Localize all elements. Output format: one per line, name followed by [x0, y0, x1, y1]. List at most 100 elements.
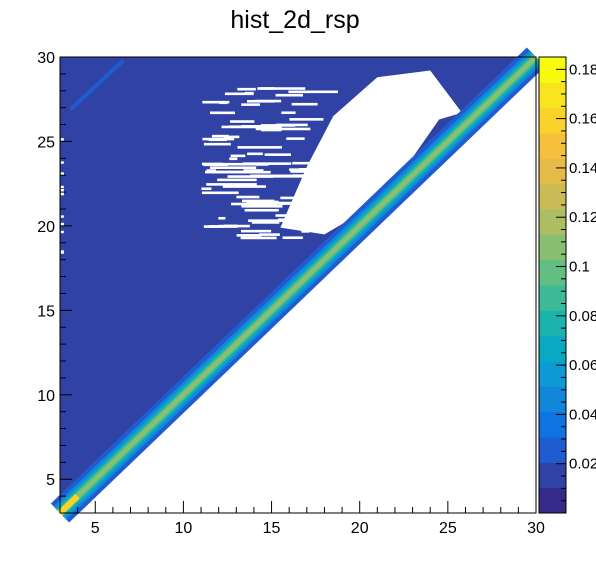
colorbar-bin — [539, 183, 566, 210]
empty-cell — [291, 102, 318, 106]
empty-cell — [60, 215, 64, 218]
empty-cell — [254, 99, 282, 103]
empty-cell — [60, 222, 64, 226]
empty-cell — [240, 236, 277, 240]
faint-streak — [69, 58, 125, 111]
x-axis: 5 10 15 20 25 30 — [59, 501, 545, 537]
empty-cell — [202, 100, 230, 104]
empty-cell — [291, 174, 328, 177]
x-tick-label: 25 — [439, 520, 457, 537]
empty-cell — [275, 123, 308, 127]
empty-cell — [206, 183, 257, 186]
empty-cell — [241, 229, 272, 233]
empty-cell — [60, 185, 64, 189]
empty-cell — [229, 157, 238, 161]
empty-cell — [242, 162, 292, 165]
empty-cell — [210, 111, 236, 115]
x-tick-label: 10 — [175, 520, 193, 537]
empty-cell — [242, 199, 275, 203]
colorbar-label: 0.06 — [569, 357, 596, 374]
empty-cell — [255, 127, 311, 131]
x-tick-label: 30 — [527, 520, 545, 537]
empty-cell — [237, 146, 283, 149]
empty-cell — [251, 221, 280, 224]
response-ridge — [50, 47, 546, 523]
x-tick-label: 15 — [263, 520, 281, 537]
colorbar-bin — [539, 133, 566, 159]
colorbar-bin — [539, 82, 566, 109]
empty-cell — [301, 230, 310, 233]
plot-frame — [59, 56, 537, 514]
y-tick-label: 30 — [37, 50, 55, 67]
empty-cell — [288, 90, 338, 94]
empty-cell — [241, 203, 250, 207]
empty-cell — [223, 224, 238, 228]
empty-cell — [244, 91, 254, 95]
y-tick-label: 15 — [37, 303, 55, 320]
colorbar-frame — [538, 56, 567, 514]
colorbar-label: 0.16 — [569, 111, 596, 128]
colorbar: 0.02 0.04 0.06 0.08 0.1 0.12 0.14 0.16 0.18 — [538, 56, 596, 514]
colorbar-bin — [539, 437, 566, 463]
empty-cell — [275, 93, 303, 97]
empty-cell — [208, 138, 227, 142]
empty-cell — [241, 124, 276, 128]
empty-cell — [208, 225, 226, 228]
colorbar-bin — [539, 57, 566, 83]
chart-title: hist_2d_rsp — [230, 6, 359, 34]
empty-cell — [236, 195, 260, 199]
empty-cell — [250, 174, 292, 178]
y-tick-label: 5 — [46, 472, 55, 489]
empty-cell — [299, 168, 350, 171]
empty-cell — [222, 185, 267, 188]
empty-cell — [259, 87, 275, 90]
colorbar-label: 0.1 — [569, 259, 590, 276]
empty-cell — [292, 161, 333, 165]
x-tick-label: 20 — [351, 520, 369, 537]
empty-cell — [237, 87, 256, 91]
empty-cell — [241, 103, 260, 106]
empty-cell — [60, 191, 64, 194]
colorbar-bin — [539, 411, 566, 438]
empty-cell — [230, 120, 255, 123]
colorbar-label: 0.08 — [569, 308, 596, 325]
empty-cell — [236, 234, 262, 237]
empty-cell — [299, 225, 315, 229]
empty-cell — [280, 196, 330, 200]
y-tick-label: 25 — [37, 134, 55, 151]
y-tick-label: 20 — [37, 219, 55, 236]
empty-cell — [220, 162, 259, 166]
empty-cell — [60, 192, 64, 196]
empty-cell — [244, 208, 279, 212]
y-axis: 5 10 15 20 25 30 — [37, 50, 72, 514]
empty-cell — [243, 169, 264, 172]
empty-cell — [209, 166, 257, 170]
empty-cell — [201, 187, 212, 191]
colorbar-bin — [539, 259, 566, 286]
empty-cell — [275, 214, 317, 217]
empty-cell — [211, 134, 229, 138]
colorbar-bin — [539, 285, 566, 311]
empty-cell — [281, 111, 296, 115]
colorbar-label: 0.18 — [569, 61, 596, 78]
colorbar-bin — [539, 234, 566, 261]
empty-cell — [282, 236, 303, 240]
empty-cell — [286, 137, 305, 140]
colorbar-bin — [539, 107, 566, 134]
empty-cell — [201, 191, 239, 195]
empty-cell — [60, 161, 64, 164]
empty-cell — [297, 213, 327, 217]
colorbar-bin — [539, 310, 566, 337]
empty-region — [280, 70, 462, 235]
colorbar-label: 0.02 — [569, 456, 596, 473]
empty-cell — [241, 205, 283, 208]
ridge-peak — [57, 493, 80, 516]
colorbar-bin — [539, 335, 566, 362]
empty-cell — [277, 202, 301, 205]
empty-cell — [278, 218, 322, 221]
empty-cell — [60, 172, 64, 175]
empty-cell — [60, 230, 64, 234]
colorbar-label: 0.12 — [569, 209, 596, 226]
empty-cell — [205, 170, 261, 174]
empty-cell — [60, 138, 64, 141]
